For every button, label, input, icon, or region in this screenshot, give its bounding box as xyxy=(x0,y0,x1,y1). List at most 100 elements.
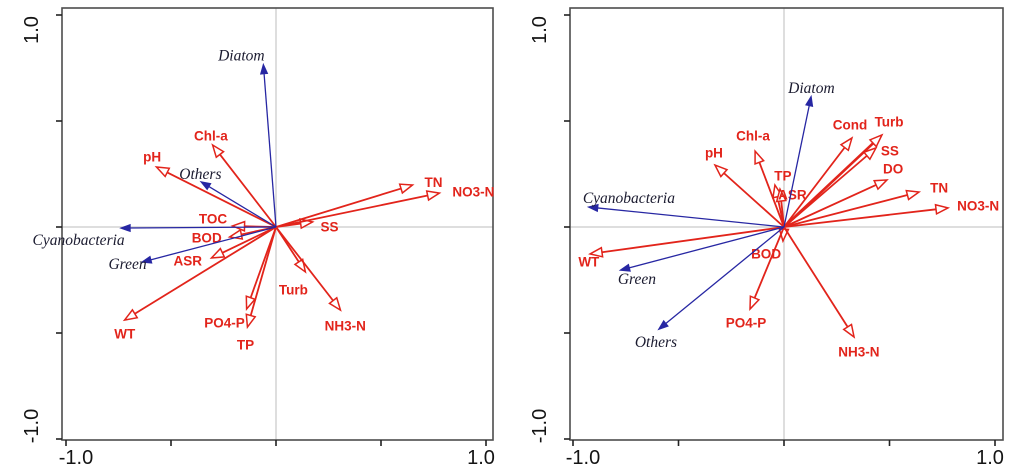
arrow-head xyxy=(839,136,854,152)
arrow-shaft xyxy=(597,207,785,228)
x-tick-label: -1.0 xyxy=(59,447,93,469)
arrow-shaft xyxy=(150,226,277,261)
y-tick-label: 1.0 xyxy=(21,16,43,44)
env-arrow-label-no3-n: NO3-N xyxy=(452,185,494,200)
arrow-shaft xyxy=(723,172,785,228)
env-arrow-label-chl-a: Chl-a xyxy=(736,129,770,144)
env-arrow-label-ss: SS xyxy=(321,220,339,235)
y-tick-label: -1.0 xyxy=(21,409,43,443)
env-arrow-label-cond: Cond xyxy=(833,118,868,133)
arrow-head xyxy=(842,323,856,339)
arrow-head xyxy=(119,223,131,233)
env-arrow-ss xyxy=(783,146,878,228)
env-arrow-label-asr: ASR xyxy=(174,253,203,268)
y-tick-label: 1.0 xyxy=(529,16,551,44)
env-arrow-label-tp: TP xyxy=(237,338,254,353)
arrow-shaft xyxy=(783,184,877,228)
env-arrow-label-ss: SS xyxy=(881,144,899,159)
species-arrow-label-others: Others xyxy=(179,166,221,183)
arrow-shaft xyxy=(129,226,277,229)
arrow-head xyxy=(209,247,226,259)
arrow-shaft xyxy=(783,142,875,228)
arrow-head xyxy=(868,133,884,148)
arrow-shaft xyxy=(780,200,785,228)
arrow-head xyxy=(805,94,814,107)
arrow-head xyxy=(588,246,604,258)
arrow-head xyxy=(749,295,761,311)
env-arrow-nh3-n xyxy=(783,226,856,339)
x-tick-label: 1.0 xyxy=(976,447,1004,469)
arrow-head xyxy=(199,180,212,191)
env-arrow-label-toc: TOC xyxy=(199,211,228,226)
env-arrow-label-ph: pH xyxy=(143,150,161,165)
env-arrow-label-bod: BOD xyxy=(192,231,222,246)
species-arrow-label-green: Green xyxy=(108,256,146,273)
env-arrow-wt xyxy=(588,226,785,258)
y-tick-label: -1.0 xyxy=(529,409,551,443)
arrow-shaft xyxy=(783,155,868,228)
x-tick-label: -1.0 xyxy=(566,447,600,469)
env-arrow-label-tp: TP xyxy=(774,168,791,183)
species-arrow-label-cyanobacteria: Cyanobacteria xyxy=(33,232,125,249)
env-arrow-label-bod: BOD xyxy=(751,246,781,261)
env-arrow-label-nh3-n: NH3-N xyxy=(325,319,366,334)
env-arrow-asr xyxy=(209,226,277,259)
env-arrow-chl-a xyxy=(211,143,277,228)
arrow-head xyxy=(140,255,153,264)
arrow-head xyxy=(259,62,269,75)
env-arrow-turb xyxy=(783,133,884,228)
plot-frame xyxy=(569,7,1004,441)
species-arrow-diatom xyxy=(783,94,814,228)
arrow-shaft xyxy=(134,226,277,315)
biplot-right: -1.0 1.0 -1.0 1.0 pH Chl-a TP ASR Cond Turb SS DO TN… xyxy=(529,7,1004,469)
arrow-shaft xyxy=(275,187,402,228)
species-arrow-cyanobacteria xyxy=(586,203,785,228)
arrow-head xyxy=(230,220,246,232)
env-arrow-label-ph: pH xyxy=(705,146,723,161)
arrow-head xyxy=(398,183,415,195)
env-arrow-wt xyxy=(122,226,277,322)
species-arrow-label-diatom: Diatom xyxy=(787,80,835,97)
env-arrow-label-asr: ASR xyxy=(778,187,807,202)
species-arrow-label-diatom: Diatom xyxy=(217,47,265,64)
arrow-head xyxy=(328,296,342,312)
species-arrow-diatom xyxy=(259,62,277,228)
env-arrow-label-turb: Turb xyxy=(279,282,308,297)
arrow-shaft xyxy=(275,194,428,228)
arrow-shaft xyxy=(221,226,277,254)
biplot-left: -1.0 1.0 -1.0 1.0 pH Chl-a TOC BOD ASR WT PO4-P TP T… xyxy=(21,7,495,469)
env-arrow-label-do: DO xyxy=(883,161,903,176)
arrow-head xyxy=(122,308,139,322)
arrow-head xyxy=(905,189,922,201)
arrow-head xyxy=(873,179,889,191)
arrow-head xyxy=(618,263,631,272)
arrow-shaft xyxy=(783,208,937,228)
env-arrow-label-tn: TN xyxy=(930,180,948,195)
arrow-head xyxy=(775,186,787,203)
arrow-head xyxy=(713,163,729,178)
env-arrow-tp xyxy=(245,226,277,330)
env-arrow-po4-p xyxy=(749,226,785,311)
arrow-shaft xyxy=(601,226,785,254)
species-arrow-others xyxy=(199,180,277,228)
arrow-shaft xyxy=(219,153,277,228)
arrow-shaft xyxy=(665,226,785,325)
arrow-head xyxy=(154,166,171,178)
env-arrow-label-turb: Turb xyxy=(875,115,904,130)
env-arrow-label-tn: TN xyxy=(425,175,443,190)
env-arrow-label-po4-p: PO4-P xyxy=(726,316,767,331)
arrow-head xyxy=(934,203,951,216)
arrow-shaft xyxy=(758,161,785,228)
arrow-head xyxy=(425,190,442,202)
arrow-head xyxy=(245,313,257,330)
arrow-shaft xyxy=(263,73,277,228)
env-arrow-tn xyxy=(783,189,922,228)
env-arrow-label-no3-n: NO3-N xyxy=(957,198,999,213)
arrow-shaft xyxy=(208,185,277,228)
env-arrow-ph xyxy=(154,166,277,228)
species-arrow-others xyxy=(657,226,785,331)
arrow-shaft xyxy=(249,226,277,316)
arrow-shaft xyxy=(783,194,908,228)
